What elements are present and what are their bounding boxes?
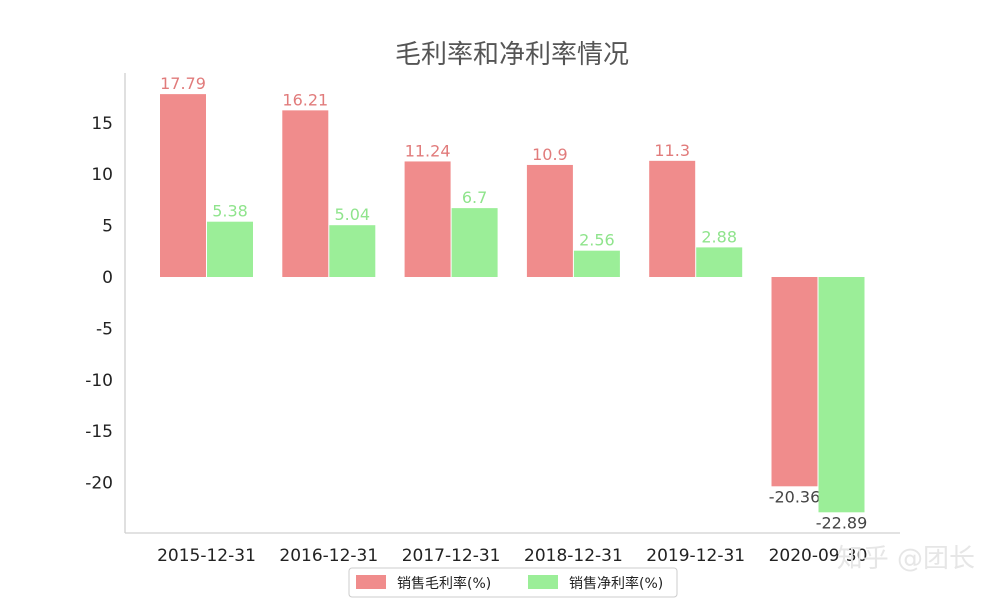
x-tick-label: 2019-12-31 — [646, 546, 745, 566]
data-label: 11.24 — [405, 141, 451, 160]
bar-gross-margin — [160, 94, 206, 277]
legend-label: 销售毛利率(%) — [397, 575, 491, 592]
legend-label: 销售净利率(%) — [569, 575, 663, 592]
axes: 15 10 5 0 -5 -10 -15 -20 — [85, 73, 900, 534]
x-tick-label: 2017-12-31 — [402, 546, 501, 566]
bar-gross-margin — [526, 164, 573, 277]
bar-net-margin — [207, 221, 253, 277]
data-label: 2.56 — [579, 231, 615, 250]
bar-gross-margin — [282, 110, 329, 277]
legend: 销售毛利率(%) 销售净利率(%) — [348, 567, 678, 598]
data-label: 16.21 — [282, 90, 328, 109]
bar-net-margin — [329, 225, 376, 277]
x-tick-label: 2020-09-30 — [769, 546, 868, 566]
y-tick-label: 5 — [102, 217, 113, 237]
legend-box — [348, 567, 678, 598]
y-tick-label: 15 — [91, 114, 113, 134]
bar-net-margin — [696, 247, 743, 277]
bars: 17.79 5.38 16.21 5.04 11.24 6.7 10.9 2.56 11.3 2.… — [160, 74, 867, 532]
data-label: 5.38 — [212, 202, 248, 221]
data-label: 6.7 — [462, 188, 487, 207]
x-tick-labels: 2015-12-31 2016-12-31 2017-12-31 2018-12-31… — [157, 546, 867, 566]
y-tick-label: -15 — [85, 422, 113, 442]
bar-net-margin — [573, 250, 620, 277]
y-tick-label: 0 — [102, 268, 113, 288]
bar-gross-margin — [771, 277, 818, 487]
y-tick-label: -10 — [85, 371, 113, 391]
data-label: -20.36 — [769, 487, 821, 506]
y-tick-label: 10 — [91, 165, 113, 185]
data-label: 2.88 — [701, 227, 737, 246]
data-label: 5.04 — [334, 205, 370, 224]
chart-title: 毛利率和净利率情况 — [395, 40, 629, 70]
y-tick-label: -20 — [85, 474, 113, 494]
bar-gross-margin — [404, 161, 451, 277]
watermark: 知乎 @团长 — [837, 544, 975, 574]
legend-swatch — [356, 575, 386, 589]
data-label: -22.89 — [816, 513, 868, 532]
y-tick-label: -5 — [96, 319, 113, 339]
x-tick-label: 2016-12-31 — [279, 546, 378, 566]
bar-net-margin — [451, 208, 498, 277]
x-tick-label: 2018-12-31 — [524, 546, 623, 566]
x-tick-label: 2015-12-31 — [157, 546, 256, 566]
data-label: 11.3 — [654, 141, 690, 160]
data-label: 10.9 — [532, 145, 568, 164]
legend-swatch — [528, 575, 558, 589]
bar-net-margin — [818, 277, 865, 513]
data-label: 17.79 — [160, 74, 206, 93]
bar-gross-margin — [649, 160, 696, 277]
